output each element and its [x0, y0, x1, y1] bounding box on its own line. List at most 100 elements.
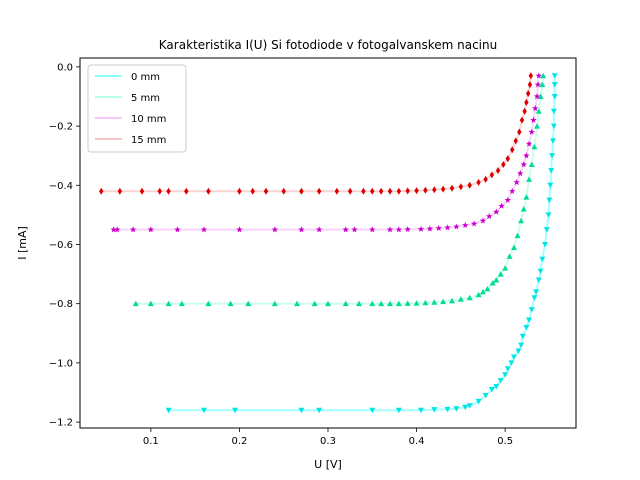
data-point — [520, 161, 527, 168]
data-point — [534, 123, 541, 129]
data-point — [535, 108, 542, 114]
data-point — [132, 300, 139, 307]
data-point — [462, 404, 469, 411]
data-point — [294, 300, 300, 307]
data-point — [298, 407, 305, 414]
data-point — [316, 187, 322, 195]
data-point — [525, 90, 531, 98]
data-point — [462, 221, 469, 228]
data-point — [531, 295, 538, 301]
data-point — [361, 187, 366, 195]
data-point — [444, 224, 451, 231]
data-point — [200, 226, 208, 233]
data-point — [524, 98, 529, 106]
data-point — [497, 378, 504, 384]
data-point — [539, 256, 546, 263]
x-tick-label: 0.3 — [320, 436, 336, 447]
data-point — [165, 407, 172, 414]
data-point — [482, 392, 489, 399]
data-point — [504, 366, 511, 372]
data-point — [530, 116, 537, 123]
series-line — [168, 75, 556, 412]
data-point — [342, 300, 349, 307]
data-point — [516, 170, 524, 177]
data-point — [511, 354, 517, 360]
data-point — [550, 108, 557, 115]
data-point — [551, 82, 558, 88]
data-point — [475, 291, 482, 298]
data-point — [453, 223, 460, 230]
data-point — [299, 187, 304, 195]
data-point — [165, 300, 172, 307]
data-point — [356, 300, 362, 307]
x-tick-label: 0.5 — [497, 436, 513, 447]
y-axis: 0.0 −0.2 −0.4 −0.6 −0.8 −1.0 −1.2 — [49, 62, 80, 429]
data-point — [549, 153, 556, 159]
legend: 0 mm 5 mm 10 mm 15 mm — [87, 64, 187, 153]
data-point — [405, 187, 410, 195]
data-point — [502, 265, 509, 271]
legend-label: 5 mm — [131, 93, 160, 104]
data-point — [513, 137, 518, 145]
data-point — [395, 226, 403, 233]
legend-box — [87, 64, 187, 153]
data-point — [548, 167, 555, 174]
data-point — [542, 241, 548, 248]
data-point — [540, 72, 547, 79]
data-point — [404, 225, 411, 233]
data-point — [485, 212, 493, 220]
data-point — [493, 208, 500, 215]
data-point — [518, 342, 525, 349]
data-point — [281, 187, 286, 195]
data-point — [395, 407, 402, 414]
data-point — [298, 226, 305, 233]
data-point — [493, 277, 500, 283]
data-point — [444, 406, 451, 413]
data-point — [201, 407, 207, 414]
data-point — [551, 93, 558, 100]
data-point — [271, 300, 278, 307]
data-point — [523, 152, 530, 159]
data-point — [147, 226, 155, 233]
data-point — [489, 171, 495, 179]
data-point — [510, 146, 515, 154]
data-point — [174, 226, 181, 233]
data-point — [546, 197, 553, 204]
data-point — [440, 298, 447, 305]
data-point — [519, 116, 525, 124]
data-point — [488, 387, 495, 393]
data-point — [501, 161, 506, 169]
data-point — [476, 178, 481, 186]
series-line — [135, 75, 545, 305]
data-point — [534, 81, 542, 88]
data-point — [531, 143, 538, 150]
data-point — [505, 155, 510, 163]
data-point — [404, 300, 411, 306]
data-point — [511, 244, 517, 250]
plot-area — [99, 72, 558, 414]
data-point — [325, 300, 331, 307]
data-point — [263, 187, 269, 195]
data-point — [237, 187, 242, 195]
data-point — [466, 403, 473, 409]
data-point — [532, 104, 539, 112]
data-point — [528, 307, 535, 313]
y-tick-label: −1.2 — [49, 418, 73, 429]
data-point — [369, 300, 376, 307]
series-10-mm — [110, 72, 543, 233]
y-tick-label: −0.2 — [49, 122, 73, 133]
data-point — [129, 226, 137, 233]
data-point — [526, 176, 533, 182]
data-point — [550, 123, 557, 130]
data-point — [245, 300, 252, 307]
data-point — [537, 93, 544, 99]
data-point — [147, 300, 154, 307]
data-point — [316, 407, 323, 414]
data-point — [549, 138, 556, 144]
data-point — [489, 279, 496, 286]
data-point — [522, 107, 527, 115]
legend-label: 0 mm — [131, 72, 160, 83]
y-tick-label: −0.8 — [49, 299, 73, 310]
data-point — [497, 271, 504, 277]
